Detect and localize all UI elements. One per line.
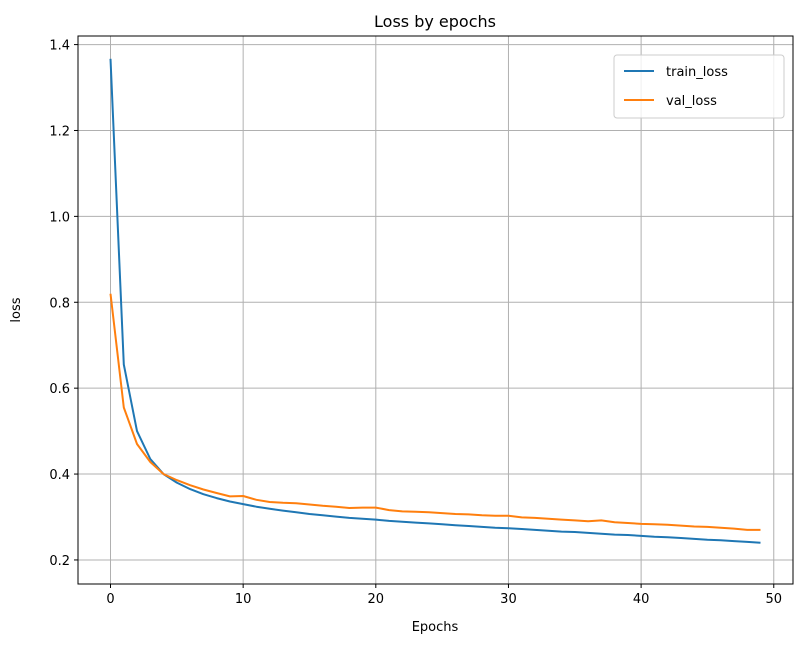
legend: train_loss val_loss <box>613 54 785 119</box>
y-axis-label: loss <box>9 297 24 322</box>
x-tick-label: 40 <box>633 592 650 607</box>
chart-title: Loss by epochs <box>374 12 496 31</box>
legend-box <box>613 54 785 119</box>
legend-label-train: train_loss <box>666 65 728 80</box>
ticks: 0 10 20 30 40 50 0.2 0.4 0.6 0.8 1.0 1.2 1.4 <box>49 39 782 607</box>
x-axis-label: Epochs <box>412 620 459 635</box>
x-tick-label: 20 <box>368 592 385 607</box>
x-tick-label: 30 <box>500 592 517 607</box>
series-lines <box>109 58 761 544</box>
y-tick-label: 1.2 <box>49 124 70 139</box>
x-tick-label: 0 <box>106 592 114 607</box>
y-tick-label: 1.0 <box>49 210 70 225</box>
y-tick-label: 1.4 <box>49 39 70 54</box>
y-tick-label: 0.4 <box>49 468 70 483</box>
series-line-val_loss <box>109 293 761 531</box>
x-tick-label: 50 <box>765 592 782 607</box>
plot-frame <box>77 35 794 585</box>
grid <box>78 36 793 584</box>
x-tick-label: 10 <box>235 592 252 607</box>
y-tick-label: 0.2 <box>49 554 70 569</box>
y-tick-label: 0.6 <box>49 382 70 397</box>
legend-label-val: val_loss <box>666 94 717 109</box>
y-tick-label: 0.8 <box>49 296 70 311</box>
series-line-train_loss <box>109 58 761 544</box>
